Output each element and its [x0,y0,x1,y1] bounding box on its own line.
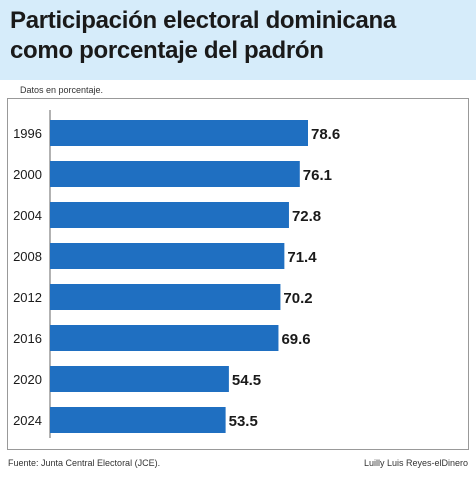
bar-2008 [50,243,285,269]
source-note: Fuente: Junta Central Electoral (JCE). [8,458,161,468]
data-label: 53.5 [229,413,258,430]
data-label: 78.6 [311,126,340,143]
data-label: 70.2 [283,290,312,307]
credit-note: Luilly Luis Reyes-elDinero [363,458,468,468]
bar-2000 [50,161,300,187]
bar-2012 [50,284,281,310]
data-label: 72.8 [292,208,321,225]
chart-frame [7,98,469,450]
bar-2020 [50,366,229,392]
chart-title: Participación electoral dominicana como … [10,6,466,66]
y-tick-label: 2012 [13,290,42,305]
y-tick-label: 2020 [13,372,42,387]
header-banner: Participación electoral dominicana como … [0,0,476,80]
title-line-1: Participación electoral dominicana [10,7,396,34]
y-tick-label: 1996 [13,126,42,141]
y-tick-label: 2004 [13,208,42,223]
data-label: 76.1 [303,167,332,184]
bar-chart: 1996 78.6 2000 76.1 2004 72.8 2008 71.4 2012 70.2… [13,110,340,438]
bar-2024 [50,407,226,433]
data-label: 71.4 [287,249,317,266]
bar-1996 [50,120,308,146]
bar-2004 [50,202,289,228]
data-label: 69.6 [281,331,310,348]
y-tick-label: 2000 [13,167,42,182]
y-tick-label: 2016 [13,331,42,346]
bar-2016 [50,325,279,351]
units-note: Datos en porcentaje. [20,85,104,95]
data-label: 54.5 [232,372,261,389]
y-tick-label: 2024 [13,413,42,428]
y-tick-label: 2008 [13,249,42,264]
title-line-2: como porcentaje del padrón [10,37,324,64]
